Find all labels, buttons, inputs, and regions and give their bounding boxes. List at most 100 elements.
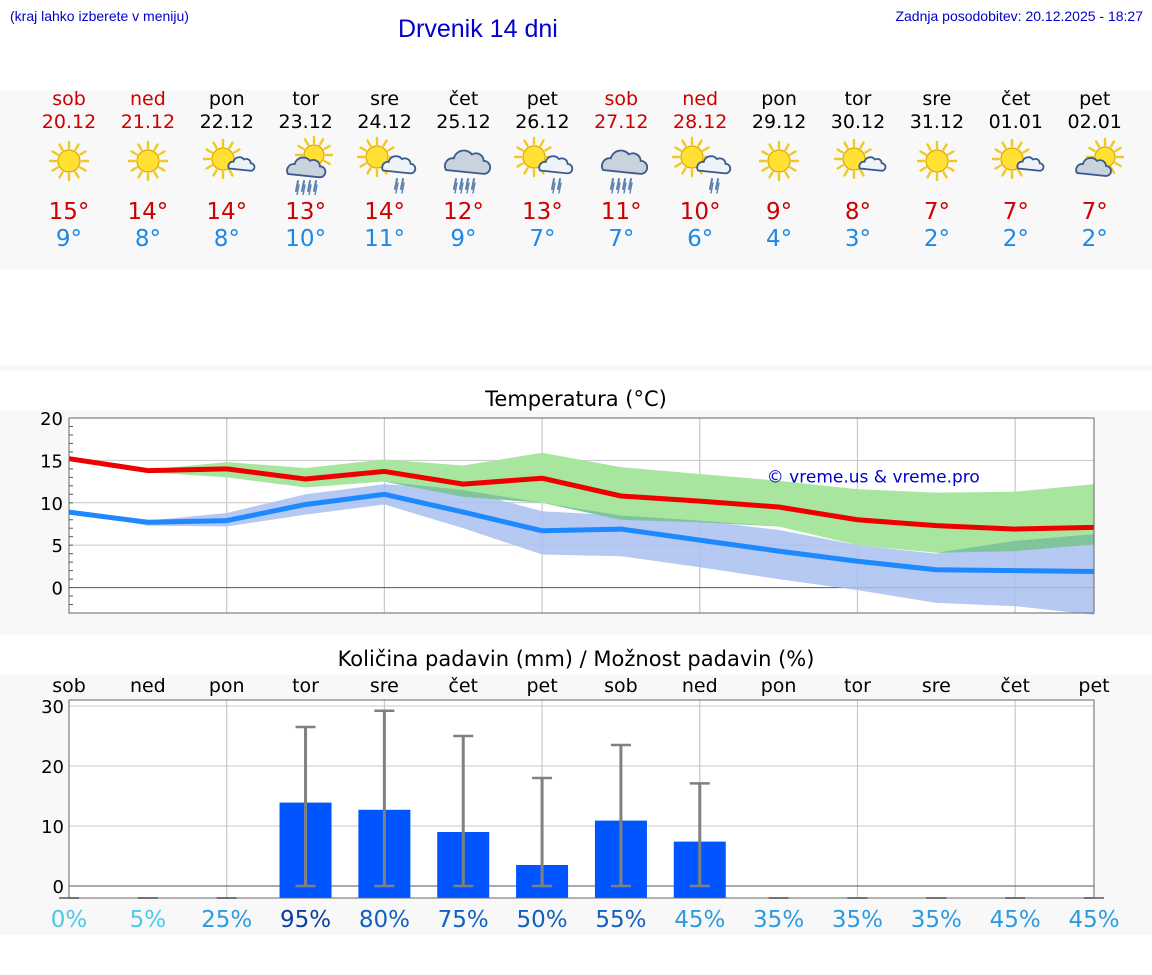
last-updated: Zadnja posodobitev: 20.12.2025 - 18:27 <box>895 8 1143 24</box>
precipitation-chart-title: Količina padavin (mm) / Možnost padavin … <box>337 647 815 671</box>
day-date: 02.01 <box>1067 111 1122 133</box>
day-column: pon 22.12 14° 8° <box>187 88 267 252</box>
precip-probability-label: 50% <box>517 907 568 933</box>
sun-cloud-light-rain-icon <box>671 136 732 194</box>
temp-max: 14° <box>127 199 169 225</box>
day-date: 21.12 <box>120 111 176 133</box>
precip-ytick-label: 0 <box>53 877 64 898</box>
day-name: pon <box>208 88 245 110</box>
day-name: pet <box>1079 88 1111 110</box>
sun-icon <box>758 140 800 182</box>
day-name: tor <box>292 88 320 110</box>
precip-day-label: pon <box>209 675 245 697</box>
precip-probability-label: 5% <box>130 907 167 933</box>
precip-day-label: tor <box>844 675 871 697</box>
precip-day-label: pet <box>1078 675 1109 697</box>
cloud-rain-icon <box>443 149 491 194</box>
temp-max: 13° <box>522 199 563 225</box>
temp-ytick-label: 10 <box>40 494 63 515</box>
day-column: čet 25.12 12° 9° <box>424 88 504 252</box>
sun-small-cloud-icon <box>833 138 887 180</box>
precip-probability-label: 25% <box>201 907 252 933</box>
temp-max: 8° <box>844 199 872 225</box>
temperature-chart: 0 5 10 15 20 © vreme.us & vreme.pro <box>40 409 1095 615</box>
temp-min: 3° <box>844 226 872 252</box>
precip-day-label: sob <box>604 675 638 697</box>
temp-max: 14° <box>206 199 248 225</box>
day-column: sob 20.12 15° 9° <box>29 88 109 252</box>
temp-min: 10° <box>285 226 327 252</box>
precip-ytick-label: 20 <box>41 757 64 778</box>
sun-cloud-light-rain-icon <box>514 136 574 194</box>
cloud-sun-icon <box>1074 137 1124 177</box>
temp-min: 8° <box>213 226 240 252</box>
watermark: © vreme.us & vreme.pro <box>767 467 980 487</box>
day-date: 30.12 <box>830 111 886 133</box>
day-name: sre <box>922 88 952 110</box>
temperature-chart-title: Temperatura (°C) <box>485 387 667 411</box>
temp-min-line <box>68 491 1095 574</box>
temp-min: 8° <box>134 226 161 252</box>
temp-ytick-label: 15 <box>40 451 63 472</box>
precip-day-label: čet <box>448 675 478 697</box>
day-column: čet 01.01 7° 2° <box>976 88 1056 252</box>
temp-min: 7° <box>608 226 635 252</box>
precip-probability-label: 75% <box>438 907 489 933</box>
temp-max: 9° <box>766 199 793 225</box>
day-name: sob <box>604 88 639 110</box>
precip-probability-label: 45% <box>990 907 1041 933</box>
precip-probability-label: 35% <box>832 907 883 933</box>
temp-min: 2° <box>1002 226 1029 252</box>
day-date: 01.01 <box>988 111 1043 133</box>
day-name: čet <box>448 88 479 110</box>
sun-icon <box>916 140 958 182</box>
day-date: 29.12 <box>751 111 807 133</box>
temp-max: 7° <box>923 199 950 225</box>
forecast-strip-background <box>0 90 1152 270</box>
precip-day-label: ned <box>130 675 166 697</box>
day-column: ned 28.12 10° 6° <box>660 88 740 252</box>
precip-day-label: čet <box>1000 675 1030 697</box>
temp-max: 15° <box>48 199 90 225</box>
temp-min: 7° <box>529 226 556 252</box>
day-date: 28.12 <box>672 111 728 133</box>
precip-probability-label: 95% <box>280 907 331 933</box>
sun-icon <box>127 140 169 182</box>
day-name: pet <box>526 88 558 110</box>
day-name: pon <box>761 88 797 110</box>
precip-day-label: sre <box>922 675 951 697</box>
day-date: 24.12 <box>357 111 412 133</box>
day-column: tor 23.12 13° 10° <box>266 88 346 252</box>
precip-probability-label: 55% <box>595 907 646 933</box>
day-column: tor 30.12 8° 3° <box>818 88 898 252</box>
day-name: tor <box>844 88 872 110</box>
day-column: sre 31.12 7° 2° <box>897 88 977 252</box>
temp-ytick-label: 20 <box>40 409 63 430</box>
precip-day-label: ned <box>682 675 718 697</box>
precip-probability-label: 45% <box>1068 907 1119 933</box>
day-column: pet 26.12 13° 7° <box>502 88 582 252</box>
precip-ytick-label: 10 <box>41 817 64 838</box>
temp-plot-frame <box>68 417 1095 614</box>
day-date: 27.12 <box>594 111 649 133</box>
sun-icon <box>48 140 90 182</box>
day-name: sob <box>52 88 86 110</box>
day-column: pet 02.01 7° 2° <box>1055 88 1135 252</box>
precip-day-label: sob <box>52 675 86 697</box>
temp-min: 2° <box>1081 226 1108 252</box>
sun-cloud-light-rain-icon <box>356 136 416 194</box>
day-date: 31.12 <box>909 111 965 133</box>
precip-day-label: pon <box>761 675 797 697</box>
temp-max: 12° <box>443 199 484 225</box>
day-name: čet <box>1001 88 1031 110</box>
temp-max-line <box>68 456 1095 532</box>
day-column: ned 21.12 14° 8° <box>108 88 188 252</box>
temp-ytick-label: 0 <box>52 579 63 600</box>
sun-small-cloud-icon <box>991 138 1045 180</box>
precip-ytick-label: 30 <box>41 697 64 718</box>
precip-probability-label: 45% <box>674 907 725 933</box>
cloud-rain-icon <box>601 149 649 194</box>
day-name: sre <box>370 88 400 110</box>
day-date: 22.12 <box>199 111 254 133</box>
precip-day-label: tor <box>292 675 319 697</box>
